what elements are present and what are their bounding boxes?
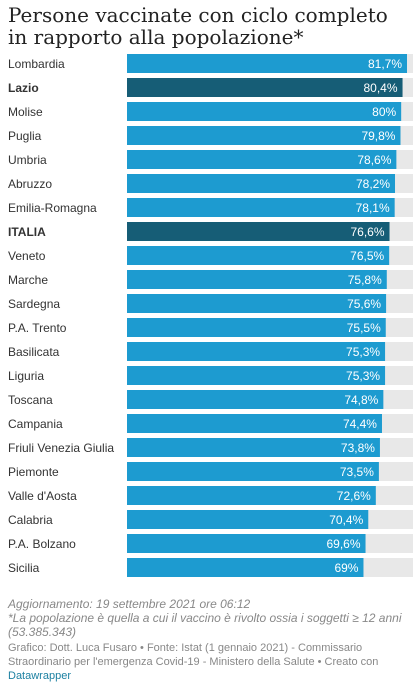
bar-campania: [127, 414, 382, 433]
category-label-toscana: Toscana: [8, 393, 53, 407]
bar-lazio: [127, 78, 403, 97]
category-label-abruzzo: Abruzzo: [8, 177, 52, 191]
value-label-veneto: 76,5%: [350, 249, 384, 263]
bar-umbria: [127, 150, 397, 169]
chart-title: Persone vaccinate con ciclo completo in …: [8, 3, 388, 49]
bar-marche: [127, 270, 387, 289]
bar-calabria: [127, 510, 369, 529]
bar-lombardia: [127, 54, 407, 73]
chart-notes: Aggiornamento: 19 settembre 2021 ore 06:…: [8, 597, 412, 683]
value-label-marche: 75,8%: [348, 273, 382, 287]
value-label-lombardia: 81,7%: [368, 57, 402, 71]
value-label-p-a-bolzano: 69,6%: [326, 537, 360, 551]
value-label-sardegna: 75,6%: [347, 297, 381, 311]
value-label-liguria: 75,3%: [346, 369, 380, 383]
value-label-sicilia: 69%: [334, 561, 358, 575]
category-label-piemonte: Piemonte: [8, 465, 59, 479]
category-label-umbria: Umbria: [8, 153, 47, 167]
bar-liguria: [127, 366, 386, 385]
category-label-puglia: Puglia: [8, 129, 42, 143]
value-label-valle-d-aosta: 72,6%: [337, 489, 371, 503]
category-label-calabria: Calabria: [8, 513, 53, 527]
value-label-friuli-venezia-giulia: 73,8%: [341, 441, 375, 455]
value-label-calabria: 70,4%: [329, 513, 363, 527]
source-text: Grafico: Dott. Luca Fusaro • Fonte: Ista…: [8, 642, 379, 668]
update-note: Aggiornamento: 19 settembre 2021 ore 06:…: [8, 597, 251, 611]
bar-molise: [127, 102, 402, 121]
category-label-lazio: Lazio: [8, 81, 39, 95]
category-label-sicilia: Sicilia: [8, 561, 40, 575]
value-label-campania: 74,4%: [343, 417, 377, 431]
value-label-lazio: 80,4%: [364, 81, 398, 95]
bar-p-a-bolzano: [127, 534, 366, 553]
category-label-marche: Marche: [8, 273, 48, 287]
bar-emilia-romagna: [127, 198, 395, 217]
category-label-sardegna: Sardegna: [8, 297, 60, 311]
bar-piemonte: [127, 462, 379, 481]
category-label-basilicata: Basilicata: [8, 345, 60, 359]
bar-puglia: [127, 126, 401, 145]
footnote: *La popolazione è quella a cui il vaccin…: [8, 611, 402, 639]
bar-abruzzo: [127, 174, 396, 193]
source-note: Grafico: Dott. Luca Fusaro • Fonte: Ista…: [8, 641, 412, 683]
bar-chart: Lombardia 81,7% Lazio 80,4% Molise 80% Puglia 7…: [8, 54, 413, 577]
value-label-piemonte: 73,5%: [340, 465, 374, 479]
category-label-molise: Molise: [8, 105, 43, 119]
category-label-emilia-romagna: Emilia-Romagna: [8, 201, 97, 215]
value-label-abruzzo: 78,2%: [356, 177, 390, 191]
datawrapper-link[interactable]: Datawrapper: [8, 670, 71, 682]
value-label-basilicata: 75,3%: [346, 345, 380, 359]
bar-valle-d-aosta: [127, 486, 376, 505]
bar-p-a-trento: [127, 318, 386, 337]
value-label-p-a-trento: 75,5%: [347, 321, 381, 335]
bar-sicilia: [127, 558, 364, 577]
bar-toscana: [127, 390, 384, 409]
bar-veneto: [127, 246, 390, 265]
category-label-italia: ITALIA: [8, 225, 46, 239]
category-label-liguria: Liguria: [8, 369, 44, 383]
value-label-umbria: 78,6%: [357, 153, 391, 167]
category-label-veneto: Veneto: [8, 249, 46, 263]
category-label-valle-d-aosta: Valle d'Aosta: [8, 489, 77, 503]
value-label-puglia: 79,8%: [361, 129, 395, 143]
value-label-emilia-romagna: 78,1%: [356, 201, 390, 215]
category-label-p-a-trento: P.A. Trento: [8, 321, 67, 335]
value-label-italia: 76,6%: [350, 225, 384, 239]
bar-basilicata: [127, 342, 386, 361]
category-label-p-a-bolzano: P.A. Bolzano: [8, 537, 76, 551]
bar-italia: [127, 222, 390, 241]
value-label-molise: 80%: [372, 105, 396, 119]
bar-sardegna: [127, 294, 387, 313]
bar-friuli-venezia-giulia: [127, 438, 380, 457]
category-label-friuli-venezia-giulia: Friuli Venezia Giulia: [8, 441, 114, 455]
category-label-lombardia: Lombardia: [8, 57, 65, 71]
category-label-campania: Campania: [8, 417, 63, 431]
value-label-toscana: 74,8%: [344, 393, 378, 407]
